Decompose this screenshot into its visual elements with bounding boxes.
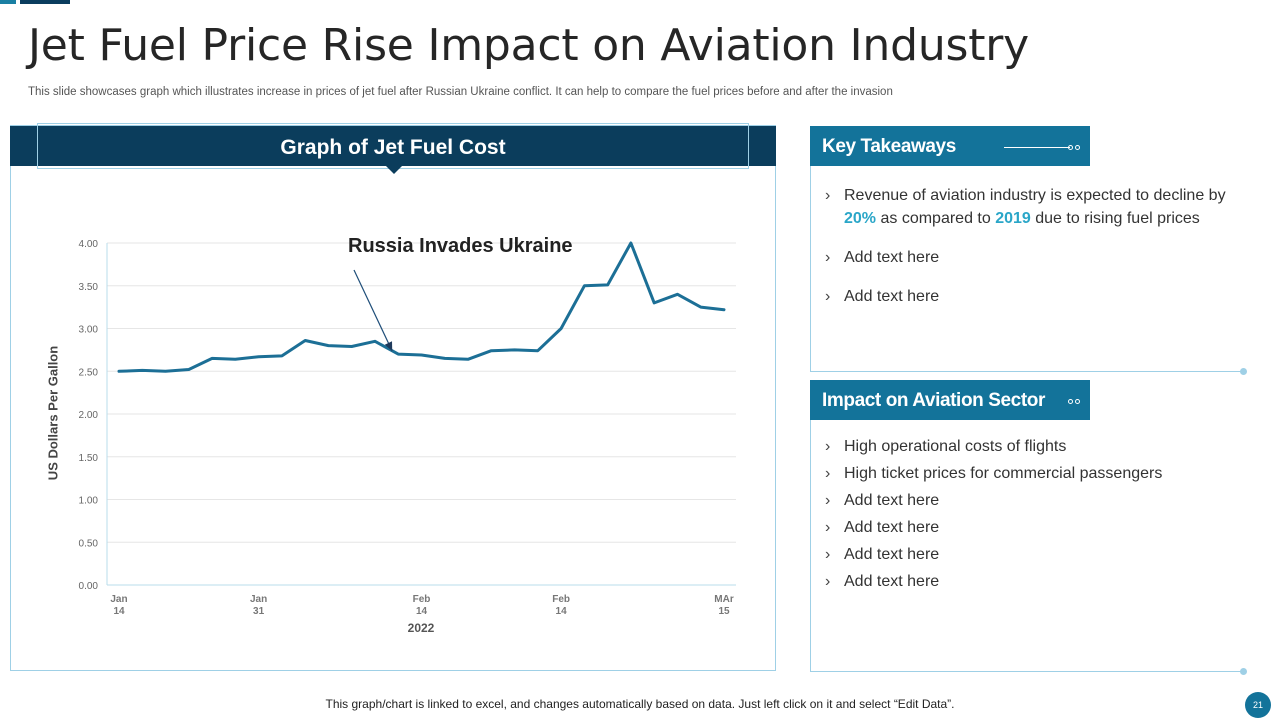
chevron-right-icon: › bbox=[825, 249, 831, 266]
top-accent-bar bbox=[0, 0, 16, 4]
list-item: › Add text here bbox=[825, 246, 1235, 269]
list-item: › Revenue of aviation industry is expecte… bbox=[825, 184, 1235, 230]
chart-header-notch bbox=[386, 166, 402, 174]
list-item: › Add text here bbox=[825, 573, 940, 590]
list-item: › High ticket prices for commercial passe… bbox=[825, 465, 1163, 482]
page-number: 21 bbox=[1245, 692, 1271, 718]
chevron-right-icon: › bbox=[825, 546, 831, 563]
key-takeaways-card bbox=[810, 166, 1243, 372]
header-decor-dot-icon bbox=[1075, 399, 1080, 404]
takeaway-text: Revenue of aviation industry is expected… bbox=[844, 187, 1226, 227]
slide-subtitle: This slide showcases graph which illustr… bbox=[28, 86, 893, 98]
chevron-right-icon: › bbox=[825, 438, 831, 455]
chevron-right-icon: › bbox=[825, 573, 831, 590]
header-decor-dot-icon bbox=[1068, 145, 1073, 150]
y-axis-label: US Dollars Per Gallon bbox=[45, 345, 61, 481]
card-corner-dot bbox=[1240, 368, 1247, 375]
top-accent-bar bbox=[20, 0, 70, 4]
chevron-right-icon: › bbox=[825, 465, 831, 482]
card-corner-dot bbox=[1240, 668, 1247, 675]
impact-card bbox=[810, 420, 1243, 672]
impact-title: Impact on Aviation Sector bbox=[822, 390, 1045, 411]
chevron-right-icon: › bbox=[825, 492, 831, 509]
x-axis-label: 2022 bbox=[407, 621, 435, 635]
chart-header-bar bbox=[10, 126, 776, 166]
list-item: › Add text here bbox=[825, 546, 940, 563]
takeaway-text: Add text here bbox=[844, 249, 940, 266]
takeaway-text: Add text here bbox=[844, 288, 940, 305]
chevron-right-icon: › bbox=[825, 187, 831, 204]
list-item: › High operational costs of flights bbox=[825, 438, 1067, 455]
footer-note: This graph/chart is linked to excel, and… bbox=[325, 697, 955, 711]
impact-header: Impact on Aviation Sector bbox=[810, 380, 1090, 420]
chevron-right-icon: › bbox=[825, 288, 831, 305]
list-item: › Add text here bbox=[825, 519, 940, 536]
header-decor-line bbox=[1004, 147, 1070, 148]
impact-list: › High operational costs of flights › High… bbox=[825, 437, 1235, 599]
key-takeaways-list: › Revenue of aviation industry is expecte… bbox=[825, 184, 1235, 324]
chart-title: Graph of Jet Fuel Cost bbox=[280, 136, 506, 159]
key-takeaways-header: Key Takeaways bbox=[810, 126, 1090, 166]
slide-title: Jet Fuel Price Rise Impact on Aviation I… bbox=[28, 20, 1030, 71]
chart-panel[interactable] bbox=[10, 125, 776, 671]
key-takeaways-title: Key Takeaways bbox=[822, 136, 956, 157]
header-decor-dot-icon bbox=[1075, 145, 1080, 150]
list-item: › Add text here bbox=[825, 492, 940, 509]
chevron-right-icon: › bbox=[825, 519, 831, 536]
chart-annotation: Russia Invades Ukraine bbox=[348, 235, 573, 257]
list-item: › Add text here bbox=[825, 285, 1235, 308]
header-decor-dot-icon bbox=[1068, 399, 1073, 404]
